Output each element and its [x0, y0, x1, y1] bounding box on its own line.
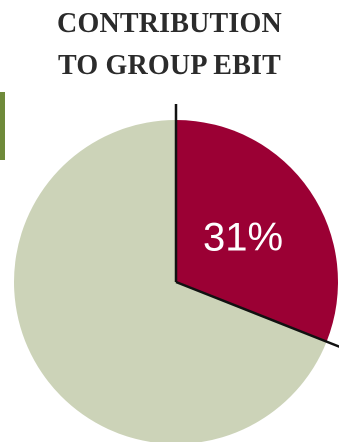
side-accent-bar — [0, 92, 5, 160]
pie-slice-label-0: 31% — [203, 215, 283, 259]
chart-title-line-1: CONTRIBUTION — [57, 8, 282, 39]
chart-title-line-2: TO GROUP EBIT — [57, 50, 282, 81]
pie-labels: 31% — [203, 215, 283, 259]
pie-slice-1 — [14, 120, 327, 442]
chart-title: CONTRIBUTION TO GROUP EBIT — [0, 3, 339, 87]
pie-divider-line-1 — [175, 280, 339, 348]
pie-slices — [14, 120, 338, 442]
pie-divider-lines — [174, 104, 339, 348]
pie-slice-0 — [176, 120, 338, 342]
